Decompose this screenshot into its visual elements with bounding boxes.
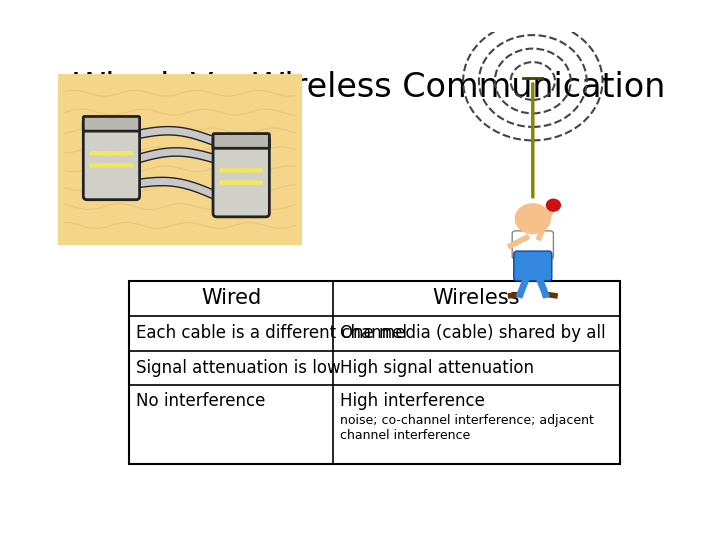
Circle shape	[259, 181, 263, 184]
FancyBboxPatch shape	[512, 231, 554, 259]
Circle shape	[126, 151, 130, 155]
Circle shape	[103, 151, 107, 155]
Circle shape	[100, 164, 104, 167]
Text: Wired: Wired	[201, 288, 261, 308]
Circle shape	[90, 151, 94, 155]
Text: One media (cable) shared by all: One media (cable) shared by all	[340, 324, 606, 342]
Circle shape	[96, 164, 100, 167]
FancyBboxPatch shape	[213, 136, 269, 217]
Circle shape	[120, 151, 123, 155]
FancyBboxPatch shape	[55, 71, 305, 247]
Circle shape	[107, 151, 110, 155]
Circle shape	[113, 151, 117, 155]
Circle shape	[236, 168, 240, 172]
Circle shape	[253, 168, 256, 172]
Circle shape	[230, 168, 233, 172]
Circle shape	[130, 164, 132, 167]
Circle shape	[546, 199, 560, 211]
Circle shape	[107, 164, 110, 167]
Circle shape	[256, 181, 259, 184]
Circle shape	[126, 164, 130, 167]
Circle shape	[223, 181, 227, 184]
Circle shape	[226, 181, 230, 184]
Circle shape	[113, 164, 117, 167]
Circle shape	[220, 181, 223, 184]
Circle shape	[246, 181, 249, 184]
Circle shape	[96, 151, 100, 155]
Text: High signal attenuation: High signal attenuation	[340, 359, 534, 377]
Circle shape	[123, 151, 126, 155]
Circle shape	[233, 181, 236, 184]
Text: No interference: No interference	[136, 392, 265, 409]
Circle shape	[256, 168, 259, 172]
Text: Signal attenuation is low: Signal attenuation is low	[136, 359, 341, 377]
Circle shape	[249, 168, 253, 172]
Circle shape	[90, 164, 94, 167]
FancyBboxPatch shape	[84, 119, 140, 200]
Circle shape	[253, 181, 256, 184]
Circle shape	[240, 168, 243, 172]
Circle shape	[109, 151, 113, 155]
Circle shape	[236, 181, 240, 184]
Circle shape	[109, 164, 113, 167]
Circle shape	[249, 181, 253, 184]
Text: Wireless: Wireless	[433, 288, 521, 308]
Circle shape	[220, 168, 223, 172]
Bar	[129, 281, 620, 464]
FancyBboxPatch shape	[213, 133, 269, 148]
Circle shape	[240, 181, 243, 184]
Circle shape	[233, 168, 236, 172]
Circle shape	[516, 204, 550, 233]
FancyBboxPatch shape	[514, 251, 552, 281]
Circle shape	[230, 181, 233, 184]
Circle shape	[94, 151, 97, 155]
Circle shape	[116, 164, 120, 167]
Circle shape	[100, 151, 104, 155]
Circle shape	[116, 151, 120, 155]
Circle shape	[246, 168, 249, 172]
Circle shape	[243, 168, 246, 172]
Text: Wired  Vs. Wireless Communication: Wired Vs. Wireless Communication	[73, 71, 665, 104]
Circle shape	[123, 164, 126, 167]
Circle shape	[103, 164, 107, 167]
Circle shape	[94, 164, 97, 167]
Circle shape	[130, 151, 132, 155]
Circle shape	[223, 168, 227, 172]
Text: noise; co-channel interference; adjacent
channel interference: noise; co-channel interference; adjacent…	[340, 414, 593, 442]
Text: Each cable is a different channel: Each cable is a different channel	[136, 324, 407, 342]
Circle shape	[226, 168, 230, 172]
FancyBboxPatch shape	[84, 117, 140, 131]
Circle shape	[120, 164, 123, 167]
Text: High interference: High interference	[340, 392, 485, 409]
Circle shape	[243, 181, 246, 184]
Circle shape	[259, 168, 263, 172]
